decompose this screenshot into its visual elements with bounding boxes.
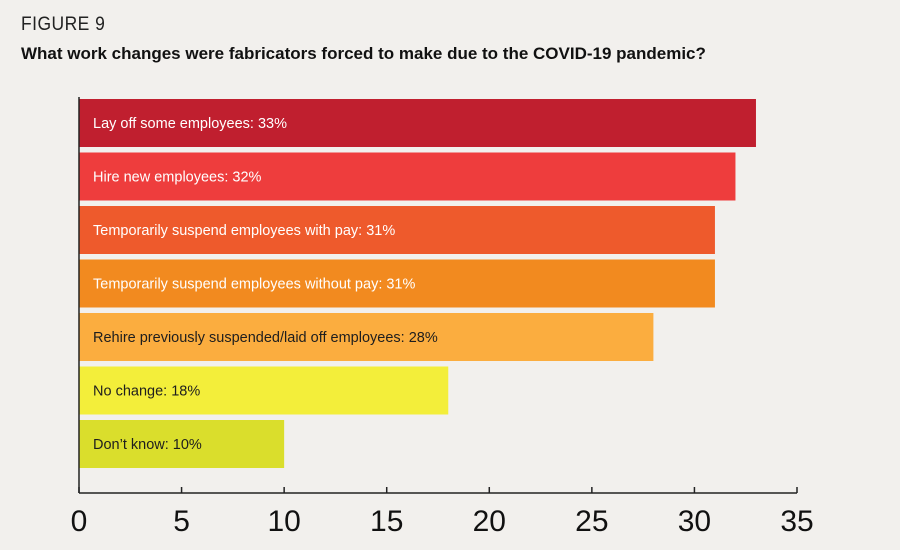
- x-tick-label: 5: [173, 505, 190, 538]
- bar-label: Lay off some employees: 33%: [93, 116, 287, 132]
- bar-label: Don’t know: 10%: [93, 437, 202, 453]
- x-tick-label: 25: [575, 505, 608, 538]
- chart-title: What work changes were fabricators force…: [21, 44, 706, 63]
- x-tick-label: 35: [780, 505, 813, 538]
- bar-label: Hire new employees: 32%: [93, 170, 262, 186]
- figure-label: FIGURE 9: [21, 14, 106, 35]
- bar-label: No change: 18%: [93, 384, 200, 400]
- bar: [79, 99, 756, 147]
- bar-label: Rehire previously suspended/laid off emp…: [93, 330, 438, 346]
- x-tick-label: 20: [473, 505, 506, 538]
- x-tick-label: 10: [267, 505, 300, 538]
- bar: [79, 206, 715, 254]
- bar: [79, 152, 736, 201]
- bar-label: Temporarily suspend employees with pay: …: [93, 223, 395, 239]
- bar-label: Temporarily suspend employees without pa…: [93, 277, 415, 293]
- x-tick-label: 30: [678, 505, 711, 538]
- bar: [79, 259, 715, 308]
- x-tick-label: 0: [71, 505, 88, 538]
- bar: [79, 366, 449, 415]
- x-axis: 0 5 10 15 20 25 30 35: [71, 97, 814, 538]
- bar: [79, 420, 285, 468]
- x-tick-label: 15: [370, 505, 403, 538]
- bar: [79, 313, 654, 361]
- bars-layer: Lay off some employees: 33% Hire new empl…: [79, 99, 756, 468]
